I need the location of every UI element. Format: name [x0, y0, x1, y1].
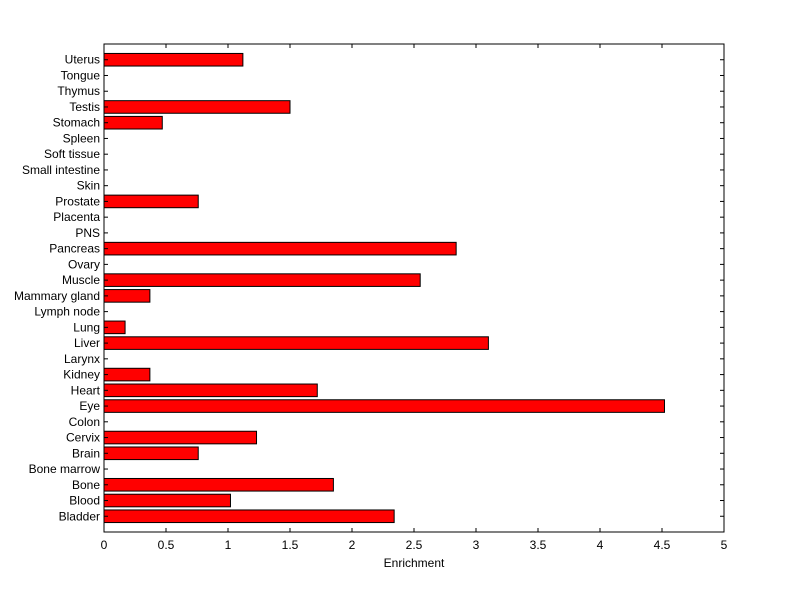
- y-tick-label: Stomach: [53, 116, 100, 130]
- y-tick-label: Blood: [69, 494, 100, 508]
- x-tick-label: 1: [225, 538, 232, 552]
- bar-liver: [103, 336, 489, 350]
- bars-layer: [103, 52, 665, 524]
- y-tick-label: Brain: [72, 446, 100, 460]
- bar-blood: [103, 493, 231, 508]
- bar-kidney: [103, 367, 151, 382]
- x-tick-label: 3.5: [530, 538, 547, 552]
- y-tick-label: Eye: [79, 399, 100, 413]
- bar-heart: [103, 383, 318, 398]
- y-tick-label: Pancreas: [49, 242, 100, 256]
- bar-testis: [103, 100, 291, 114]
- y-tick-label: Thymus: [57, 84, 100, 98]
- y-tick-label: Colon: [69, 415, 100, 429]
- x-axis-label: Enrichment: [384, 556, 445, 570]
- bar-bladder: [103, 509, 395, 524]
- x-tick-label: 4.5: [654, 538, 671, 552]
- y-tick-label: Muscle: [62, 273, 100, 287]
- bar-brain: [103, 446, 199, 461]
- y-tick-label: Uterus: [65, 53, 100, 67]
- bar-bone: [103, 477, 334, 492]
- x-tick-label: 0.5: [158, 538, 175, 552]
- x-tick-label: 4: [597, 538, 604, 552]
- y-tick-label: Larynx: [64, 352, 100, 366]
- y-tick-label: Lymph node: [34, 305, 100, 319]
- y-tick-label: Tongue: [61, 68, 101, 82]
- y-tick-label: Cervix: [66, 431, 100, 445]
- y-tick-label: Bone: [72, 478, 100, 492]
- y-tick-label: Placenta: [53, 210, 100, 224]
- y-tick-label: Liver: [74, 336, 100, 350]
- bar-mammary-gland: [103, 289, 151, 303]
- y-tick-label: Small intestine: [22, 163, 100, 177]
- y-tick-label: Heart: [71, 383, 101, 397]
- x-tick-label: 1.5: [282, 538, 299, 552]
- y-tick-label: Prostate: [55, 194, 100, 208]
- bar-uterus: [103, 52, 244, 67]
- y-tick-label: Lung: [73, 320, 100, 334]
- y-tick-label: Ovary: [68, 257, 100, 271]
- x-tick-labels: 0 0.5 1 1.5 2 2.5 3 3.5 4 4.5 5: [101, 538, 728, 552]
- x-tick-label: 3: [473, 538, 480, 552]
- bar-muscle: [103, 273, 421, 287]
- y-tick-label: Bladder: [59, 509, 100, 523]
- y-tick-label: Kidney: [63, 368, 100, 382]
- y-tick-label: Spleen: [63, 131, 100, 145]
- bar-eye: [103, 399, 665, 413]
- y-tick-label: Skin: [77, 179, 100, 193]
- bar-stomach: [103, 115, 163, 130]
- y-tick-label: Bone marrow: [29, 462, 101, 476]
- x-tick-label: 2.5: [406, 538, 423, 552]
- bar-pancreas: [103, 241, 457, 256]
- y-tick-label: Soft tissue: [44, 147, 100, 161]
- x-tick-label: 5: [721, 538, 728, 552]
- x-tick-label: 2: [349, 538, 356, 552]
- bar-cervix: [103, 430, 258, 445]
- x-tick-label: 0: [101, 538, 108, 552]
- y-tick-label: Mammary gland: [14, 289, 100, 303]
- y-tick-label: Testis: [69, 100, 100, 114]
- plot-area-frame: [103, 43, 725, 533]
- y-tick-label: PNS: [75, 226, 100, 240]
- bar-prostate: [103, 194, 199, 209]
